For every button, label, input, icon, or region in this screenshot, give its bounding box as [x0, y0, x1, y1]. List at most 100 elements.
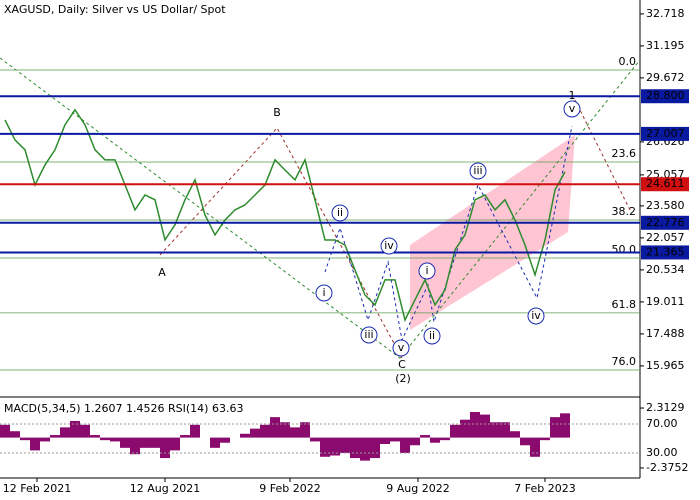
indicator-label: MACD(5,34,5) 1.2607 1.4526 RSI(14) 63.63	[4, 402, 243, 415]
wave-circle	[527, 307, 545, 325]
wave-label: B	[273, 106, 281, 119]
macd-bar	[310, 437, 320, 442]
chart-title: XAGUSD, Daily: Silver vs US Dollar/ Spot	[4, 3, 226, 16]
macd-bar	[280, 422, 290, 438]
macd-bar	[430, 437, 440, 443]
macd-bar	[480, 414, 490, 438]
rsi-tick-label: 30.00	[646, 446, 678, 459]
wave-line	[574, 99, 631, 211]
macd-bar	[100, 437, 110, 441]
macd-bar	[50, 435, 60, 438]
macd-bar	[330, 437, 340, 456]
wave-circle	[563, 100, 581, 118]
level-label: 24.611	[646, 177, 685, 190]
macd-bar	[250, 428, 260, 438]
x-tick-label: 12 Feb 2021	[3, 482, 71, 495]
macd-bar	[420, 435, 430, 438]
macd-bar	[160, 437, 170, 459]
macd-bar	[560, 413, 570, 438]
fib-label: 61.8	[612, 298, 637, 311]
level-badge	[641, 126, 689, 141]
macd-bar	[550, 417, 560, 438]
macd-bar	[120, 437, 130, 448]
macd-bar	[370, 437, 380, 459]
macd-bar	[70, 420, 80, 438]
wave-label: iv	[384, 239, 394, 252]
rsi-tick-label: 70.00	[646, 417, 678, 430]
x-tick-label: 9 Aug 2022	[386, 482, 449, 495]
level-label: 22.776	[646, 216, 685, 229]
macd-bar	[450, 424, 460, 438]
macd-bar	[0, 424, 10, 438]
macd-bar	[150, 437, 160, 448]
trend-line	[0, 57, 641, 359]
sub-y-tick-label: 2.3129	[646, 401, 685, 414]
wave-label: ii	[429, 329, 435, 342]
wave-label: C	[398, 358, 406, 371]
macd-bar	[260, 424, 270, 438]
macd-bar	[270, 417, 280, 438]
macd-bar	[470, 412, 480, 438]
macd-bar	[220, 437, 230, 443]
level-label: 21.365	[646, 245, 685, 258]
wave-circle	[418, 262, 436, 280]
wave-label: iii	[473, 164, 482, 177]
macd-bar	[20, 437, 30, 441]
macd-bar	[490, 422, 500, 438]
level-badge	[641, 245, 689, 260]
level-label: 27.007	[646, 127, 685, 140]
y-tick-label: 29.672	[646, 71, 685, 84]
macd-bar	[510, 431, 520, 438]
macd-bar	[460, 419, 470, 438]
wave-label: v	[398, 341, 405, 354]
wave-circle	[360, 326, 378, 344]
macd-bar	[320, 437, 330, 457]
fib-label: 38.2	[612, 205, 637, 218]
macd-bar	[300, 422, 310, 438]
level-badge	[641, 215, 689, 230]
macd-bar	[390, 437, 400, 442]
wave-label: iv	[531, 309, 541, 322]
fib-label: 50.0	[612, 243, 637, 256]
macd-bar	[340, 437, 350, 453]
y-tick-label: 32.718	[646, 7, 685, 20]
level-label: 28.800	[646, 89, 685, 102]
macd-bar	[170, 437, 180, 451]
wave-circle	[331, 204, 349, 222]
macd-bar	[290, 427, 300, 438]
fib-label: 23.6	[612, 147, 637, 160]
macd-bar	[400, 437, 410, 453]
macd-bar	[380, 437, 390, 444]
wave-label: A	[158, 266, 166, 279]
macd-bar	[210, 437, 220, 448]
macd-bar	[500, 422, 510, 438]
x-tick-label: 7 Feb 2023	[514, 482, 575, 495]
price-line	[4, 108, 566, 323]
macd-bar	[520, 437, 530, 446]
macd-bar	[540, 437, 550, 441]
y-tick-label: 19.011	[646, 295, 685, 308]
y-tick-label: 17.488	[646, 327, 685, 340]
wave-label: ii	[337, 206, 343, 219]
wave-label: iii	[364, 328, 373, 341]
wave-label: i	[322, 286, 325, 299]
macd-bar	[350, 437, 360, 459]
macd-bar	[440, 437, 450, 441]
macd-bar	[60, 427, 70, 438]
macd-bar	[190, 424, 200, 438]
y-tick-label: 31.195	[646, 39, 685, 52]
y-tick-label: 15.965	[646, 359, 685, 372]
macd-bar	[80, 424, 90, 438]
x-tick-label: 9 Feb 2022	[259, 482, 320, 495]
wave-circle	[469, 162, 487, 180]
macd-bar	[30, 437, 40, 451]
macd-bar	[180, 435, 190, 438]
wave-circle	[315, 284, 333, 302]
fib-label: 76.0	[612, 355, 637, 368]
sub-y-tick-label: -2.3752	[646, 461, 688, 474]
wave-circle	[392, 339, 410, 357]
y-tick-label: 22.057	[646, 231, 685, 244]
macd-bar	[530, 437, 540, 457]
fib-label: 0.0	[619, 55, 637, 68]
